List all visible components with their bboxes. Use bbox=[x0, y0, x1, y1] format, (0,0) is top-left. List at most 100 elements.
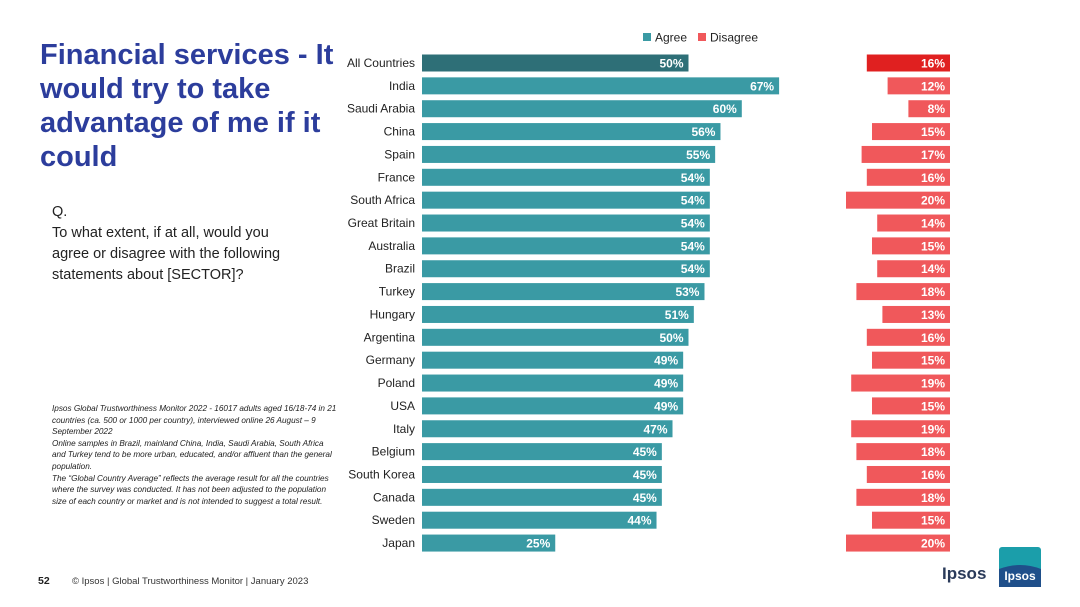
category-label-france: France bbox=[378, 170, 416, 184]
disagree-value-label-belgium: 18% bbox=[921, 445, 945, 459]
disagree-bar-india bbox=[887, 77, 950, 95]
disagree-bar-canada bbox=[856, 488, 950, 506]
agree-value-label-sweden: 44% bbox=[627, 514, 651, 528]
question-block: Q. To what extent, if at all, would you … bbox=[52, 202, 287, 286]
category-label-all-countries: All Countries bbox=[347, 56, 415, 70]
agree-value-label-saudi-arabia: 60% bbox=[713, 102, 737, 116]
agree-bar-argentina bbox=[422, 328, 689, 346]
disagree-bar-all-countries bbox=[866, 54, 950, 72]
agree-bar-all-countries bbox=[422, 54, 689, 72]
category-label-australia: Australia bbox=[368, 239, 415, 253]
category-label-germany: Germany bbox=[366, 353, 415, 367]
category-label-belgium: Belgium bbox=[372, 445, 415, 459]
agree-bar-saudi-arabia bbox=[422, 100, 742, 118]
disagree-bar-turkey bbox=[856, 283, 950, 301]
category-label-japan: Japan bbox=[382, 536, 415, 550]
methodology-notes: Ipsos Global Trustworthiness Monitor 202… bbox=[52, 403, 337, 507]
category-label-hungary: Hungary bbox=[370, 307, 415, 321]
agree-value-label-germany: 49% bbox=[654, 354, 678, 368]
agree-value-label-hungary: 51% bbox=[665, 308, 689, 322]
agree-value-label-canada: 45% bbox=[633, 491, 657, 505]
disagree-value-label-south-africa: 20% bbox=[921, 194, 945, 208]
logo-wave bbox=[999, 565, 1041, 587]
disagree-value-label-poland: 19% bbox=[921, 377, 945, 391]
agree-value-label-india: 67% bbox=[750, 79, 774, 93]
disagree-bar-italy bbox=[851, 420, 950, 438]
agree-bar-south-korea bbox=[422, 465, 662, 483]
note-sample: Ipsos Global Trustworthiness Monitor 202… bbox=[52, 404, 337, 437]
disagree-value-label-italy: 19% bbox=[921, 422, 945, 436]
disagree-bar-saudi-arabia bbox=[908, 100, 950, 118]
footer-text: © Ipsos | Global Trustworthiness Monitor… bbox=[72, 576, 309, 587]
category-label-brazil: Brazil bbox=[385, 262, 415, 276]
category-label-saudi-arabia: Saudi Arabia bbox=[347, 102, 415, 116]
ipsos-logo: Ipsos bbox=[999, 547, 1041, 587]
agree-value-label-france: 54% bbox=[681, 171, 705, 185]
agree-bar-turkey bbox=[422, 283, 705, 301]
disagree-value-label-canada: 18% bbox=[921, 491, 945, 505]
category-label-poland: Poland bbox=[378, 376, 415, 390]
disagree-value-label-great-britain: 14% bbox=[921, 217, 945, 231]
legend-disagree-swatch bbox=[698, 33, 706, 41]
disagree-value-label-brazil: 14% bbox=[921, 262, 945, 276]
disagree-value-label-usa: 15% bbox=[921, 399, 945, 413]
category-label-argentina: Argentina bbox=[364, 330, 416, 344]
disagree-bar-australia bbox=[872, 237, 950, 255]
agree-bar-poland bbox=[422, 374, 684, 392]
category-label-italy: Italy bbox=[393, 422, 415, 436]
disagree-value-label-germany: 15% bbox=[921, 354, 945, 368]
category-label-great-britain: Great Britain bbox=[348, 216, 415, 230]
disagree-bar-usa bbox=[872, 397, 950, 415]
brand-name: Ipsos bbox=[942, 564, 987, 583]
agree-bar-italy bbox=[422, 420, 673, 438]
legend-agree-swatch bbox=[643, 33, 651, 41]
disagree-bar-germany bbox=[872, 351, 950, 369]
legend-disagree-label: Disagree bbox=[710, 31, 758, 45]
agree-value-label-argentina: 50% bbox=[659, 331, 683, 345]
disagree-value-label-turkey: 18% bbox=[921, 285, 945, 299]
agree-value-label-italy: 47% bbox=[643, 422, 667, 436]
category-label-south-africa: South Africa bbox=[350, 193, 415, 207]
question-label: Q. bbox=[52, 204, 68, 220]
agree-bar-france bbox=[422, 168, 710, 186]
agree-bar-usa bbox=[422, 397, 684, 415]
agree-bar-south-africa bbox=[422, 191, 710, 209]
disagree-value-label-india: 12% bbox=[921, 79, 945, 93]
agree-bar-india bbox=[422, 77, 780, 95]
agree-value-label-great-britain: 54% bbox=[681, 217, 705, 231]
note-online-samples: Online samples in Brazil, mainland China… bbox=[52, 438, 332, 471]
category-label-canada: Canada bbox=[373, 490, 415, 504]
category-label-sweden: Sweden bbox=[372, 513, 415, 527]
category-label-india: India bbox=[389, 79, 415, 93]
disagree-value-label-japan: 20% bbox=[921, 537, 945, 551]
agree-bar-belgium bbox=[422, 443, 662, 461]
slide-title: Financial services - It would try to tak… bbox=[40, 39, 334, 173]
disagree-bar-argentina bbox=[866, 328, 950, 346]
question-text: To what extent, if at all, would you agr… bbox=[52, 225, 281, 283]
disagree-value-label-hungary: 13% bbox=[921, 308, 945, 322]
agree-bar-great-britain bbox=[422, 214, 710, 232]
disagree-bar-france bbox=[866, 168, 950, 186]
agree-value-label-australia: 54% bbox=[681, 239, 705, 253]
disagree-value-label-spain: 17% bbox=[921, 148, 945, 162]
disagree-bar-brazil bbox=[877, 260, 950, 278]
logo-text: Ipsos bbox=[1004, 569, 1036, 583]
agree-value-label-all-countries: 50% bbox=[659, 57, 683, 71]
disagree-bar-sweden bbox=[872, 511, 950, 529]
agree-value-label-south-korea: 45% bbox=[633, 468, 657, 482]
disagree-value-label-all-countries: 16% bbox=[921, 57, 945, 71]
category-label-china: China bbox=[384, 125, 416, 139]
disagree-value-label-argentina: 16% bbox=[921, 331, 945, 345]
agree-bar-sweden bbox=[422, 511, 657, 529]
agree-bar-japan bbox=[422, 534, 556, 552]
agree-bar-australia bbox=[422, 237, 710, 255]
disagree-value-label-south-korea: 16% bbox=[921, 468, 945, 482]
agree-value-label-poland: 49% bbox=[654, 377, 678, 391]
page-number: 52 bbox=[38, 575, 50, 587]
disagree-bar-japan bbox=[846, 534, 950, 552]
disagree-bar-belgium bbox=[856, 443, 950, 461]
agree-value-label-belgium: 45% bbox=[633, 445, 657, 459]
agree-bar-canada bbox=[422, 488, 662, 506]
agree-bar-hungary bbox=[422, 305, 694, 323]
